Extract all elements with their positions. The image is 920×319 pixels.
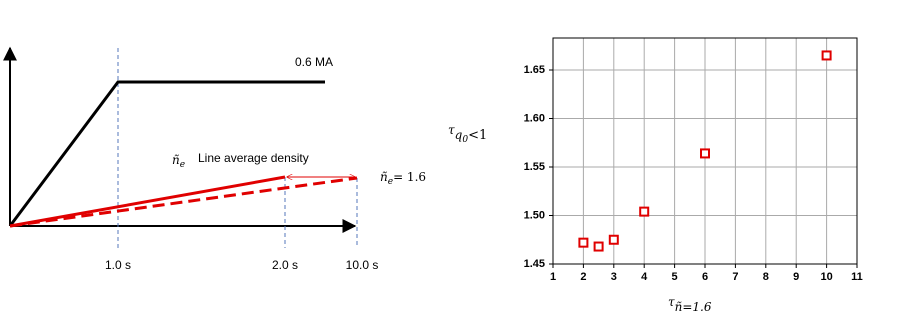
subsub: 0 [462, 135, 468, 145]
y-tick-label: 1.55 [524, 161, 545, 173]
subscript: e [388, 177, 393, 187]
x-tick-label: 6 [702, 271, 708, 283]
subscript: e [180, 160, 185, 170]
y-axis-label: τq0<1 [448, 123, 487, 145]
point [700, 148, 710, 159]
time-label: 10.0 s [346, 258, 379, 272]
y-tick-label: 1.45 [524, 258, 545, 270]
point [608, 234, 619, 245]
density-label: Line average density [198, 151, 309, 165]
schematic: 0.6 MA ñe Line average density ñe= 1.6 1… [2, 46, 426, 272]
y-tick-label: 1.50 [524, 209, 545, 221]
x-tick-label: 4 [641, 271, 648, 283]
x-tick-label: 2 [580, 271, 586, 283]
x-axis-label: τñ=1.6 [668, 295, 712, 314]
x-tick-label: 9 [793, 271, 799, 283]
time-label: 2.0 s [272, 258, 298, 272]
symbol: ñ [172, 153, 180, 167]
x-tick-label: 3 [611, 271, 617, 283]
rest: <1 [468, 128, 487, 143]
y-tick-label: 1.60 [524, 112, 545, 124]
x-tick-label: 1 [550, 271, 556, 283]
time-label: 1.0 s [105, 258, 131, 272]
symbol: τ [668, 295, 675, 309]
point [593, 241, 604, 252]
point [578, 237, 589, 248]
density-symbol: ñe [172, 153, 185, 170]
symbol: ñ [380, 170, 388, 184]
x-tick-label: 8 [763, 271, 769, 283]
current-line [8, 80, 325, 227]
density-line [9, 175, 286, 228]
plot-border [552, 37, 858, 265]
subscript: ñ=1.6 [675, 300, 712, 314]
point [639, 206, 650, 217]
symbol: τ [448, 123, 455, 137]
x-tick-label: 10 [820, 271, 832, 283]
final-density: ñe= 1.6 [380, 170, 426, 187]
density-dashed [9, 176, 358, 228]
point [821, 50, 832, 61]
x-tick-label: 7 [732, 271, 738, 283]
x-tick-label: 5 [672, 271, 678, 283]
x-tick-label: 11 [851, 271, 863, 283]
value: = 1.6 [393, 170, 426, 184]
current-label: 0.6 MA [295, 55, 333, 69]
subscript: q [455, 128, 463, 142]
y-tick-label: 1.65 [524, 64, 545, 76]
